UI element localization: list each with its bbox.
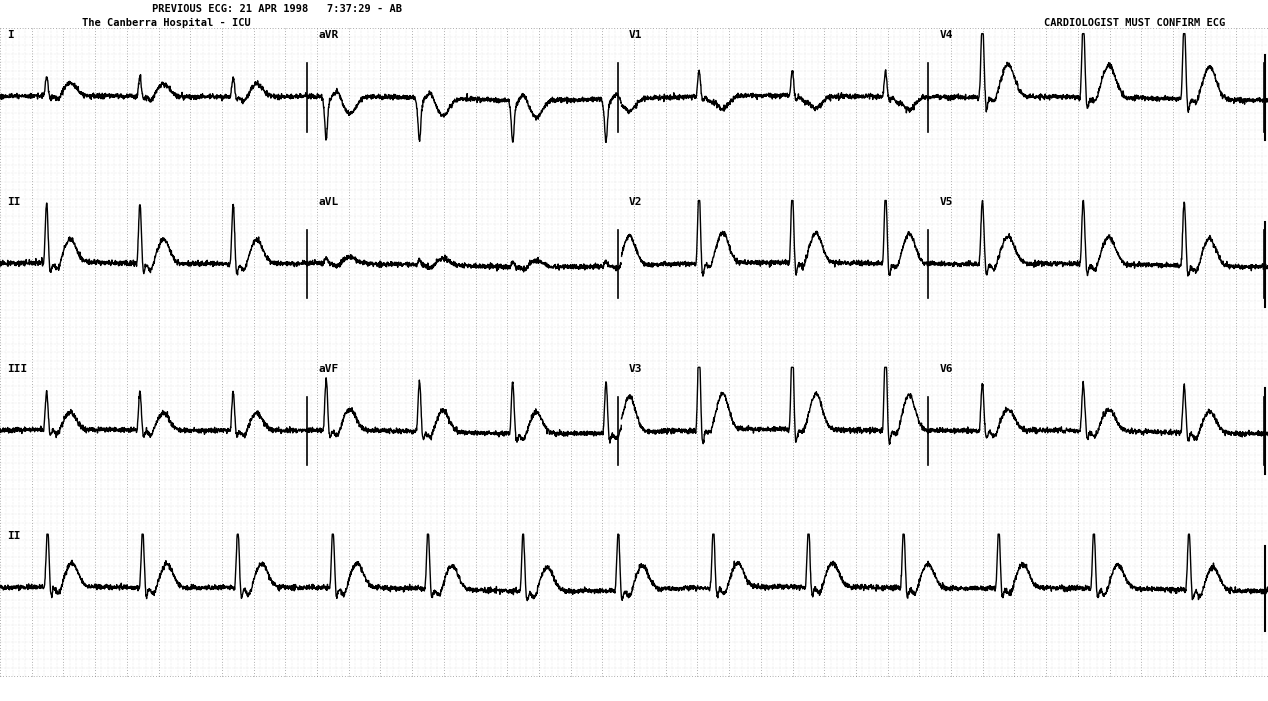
Text: The Canberra Hospital - ICU: The Canberra Hospital - ICU xyxy=(82,18,251,27)
Text: aVR: aVR xyxy=(318,30,339,40)
Text: I: I xyxy=(8,30,14,40)
Text: aVF: aVF xyxy=(318,364,339,374)
Text: V1: V1 xyxy=(629,30,643,40)
Text: III: III xyxy=(8,364,28,374)
Text: II: II xyxy=(8,531,22,540)
Text: V5: V5 xyxy=(940,197,954,207)
Text: V6: V6 xyxy=(940,364,954,374)
Text: II: II xyxy=(8,197,22,207)
Text: CARDIOLOGIST MUST CONFIRM ECG: CARDIOLOGIST MUST CONFIRM ECG xyxy=(1045,18,1225,27)
Text: aVL: aVL xyxy=(318,197,339,207)
Text: V4: V4 xyxy=(940,30,954,40)
Text: PREVIOUS ECG: 21 APR 1998   7:37:29 - AB: PREVIOUS ECG: 21 APR 1998 7:37:29 - AB xyxy=(152,4,402,13)
Text: V2: V2 xyxy=(629,197,643,207)
Text: V3: V3 xyxy=(629,364,643,374)
